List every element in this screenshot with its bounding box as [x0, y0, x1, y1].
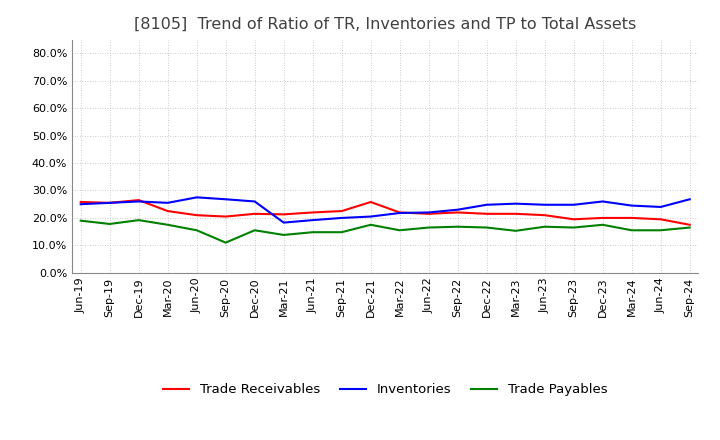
- Inventories: [685, 197, 694, 202]
- Trade Payables: [685, 225, 694, 230]
- Trade Receivables: [251, 211, 259, 216]
- Inventories: [454, 207, 462, 213]
- Trade Receivables: [76, 199, 85, 205]
- Trade Payables: [598, 222, 607, 227]
- Inventories: [221, 197, 230, 202]
- Inventories: [308, 217, 317, 223]
- Inventories: [424, 210, 433, 215]
- Inventories: [251, 199, 259, 204]
- Trade Receivables: [424, 211, 433, 216]
- Trade Payables: [511, 228, 520, 234]
- Line: Trade Payables: Trade Payables: [81, 220, 690, 242]
- Trade Receivables: [395, 210, 404, 215]
- Trade Payables: [308, 230, 317, 235]
- Inventories: [570, 202, 578, 207]
- Inventories: [135, 199, 143, 204]
- Title: [8105]  Trend of Ratio of TR, Inventories and TP to Total Assets: [8105] Trend of Ratio of TR, Inventories…: [134, 16, 636, 32]
- Trade Receivables: [221, 214, 230, 219]
- Inventories: [192, 195, 201, 200]
- Trade Receivables: [627, 215, 636, 220]
- Trade Payables: [627, 227, 636, 233]
- Trade Receivables: [685, 222, 694, 227]
- Trade Payables: [570, 225, 578, 230]
- Inventories: [511, 201, 520, 206]
- Trade Payables: [454, 224, 462, 229]
- Inventories: [163, 200, 172, 205]
- Trade Receivables: [511, 211, 520, 216]
- Trade Receivables: [308, 210, 317, 215]
- Trade Receivables: [454, 210, 462, 215]
- Trade Receivables: [541, 213, 549, 218]
- Trade Payables: [482, 225, 491, 230]
- Inventories: [76, 202, 85, 207]
- Trade Payables: [251, 227, 259, 233]
- Inventories: [338, 215, 346, 220]
- Trade Payables: [395, 227, 404, 233]
- Inventories: [482, 202, 491, 207]
- Legend: Trade Receivables, Inventories, Trade Payables: Trade Receivables, Inventories, Trade Pa…: [158, 378, 613, 401]
- Inventories: [541, 202, 549, 207]
- Inventories: [598, 199, 607, 204]
- Inventories: [279, 220, 288, 225]
- Trade Receivables: [482, 211, 491, 216]
- Trade Payables: [105, 221, 114, 227]
- Trade Payables: [192, 227, 201, 233]
- Trade Receivables: [135, 198, 143, 203]
- Inventories: [627, 203, 636, 208]
- Trade Receivables: [163, 209, 172, 214]
- Trade Receivables: [192, 213, 201, 218]
- Line: Inventories: Inventories: [81, 198, 690, 223]
- Trade Payables: [657, 227, 665, 233]
- Trade Payables: [163, 222, 172, 227]
- Inventories: [657, 204, 665, 209]
- Line: Trade Receivables: Trade Receivables: [81, 200, 690, 225]
- Trade Payables: [221, 240, 230, 245]
- Trade Payables: [279, 232, 288, 238]
- Trade Payables: [541, 224, 549, 229]
- Trade Payables: [366, 222, 375, 227]
- Inventories: [366, 214, 375, 219]
- Trade Receivables: [279, 212, 288, 217]
- Trade Receivables: [657, 216, 665, 222]
- Trade Receivables: [598, 215, 607, 220]
- Inventories: [105, 200, 114, 205]
- Trade Payables: [135, 217, 143, 223]
- Trade Payables: [338, 230, 346, 235]
- Trade Receivables: [570, 216, 578, 222]
- Trade Receivables: [105, 200, 114, 205]
- Trade Payables: [424, 225, 433, 230]
- Trade Payables: [76, 218, 85, 224]
- Trade Receivables: [366, 199, 375, 205]
- Inventories: [395, 210, 404, 216]
- Trade Receivables: [338, 209, 346, 214]
